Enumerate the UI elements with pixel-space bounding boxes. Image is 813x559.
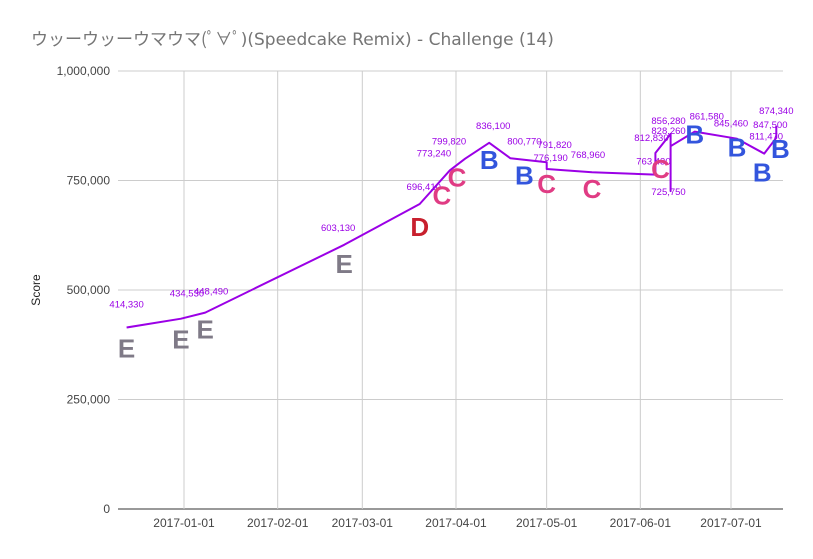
data-label: 861,580 [690,112,724,123]
y-tick-label: 0 [103,502,110,516]
grade-marker: B [753,158,772,188]
grade-marker: B [480,145,499,175]
grade-marker: C [448,163,467,193]
x-tick-label: 2017-01-01 [153,516,215,530]
grade-marker: B [685,120,704,150]
x-tick-label: 2017-02-01 [247,516,309,530]
grade-marker: B [515,160,534,190]
x-tick-label: 2017-07-01 [700,516,762,530]
grade-marker: C [433,180,452,210]
grade-marker: B [728,133,747,163]
grade-marker: B [771,134,790,164]
series-line [126,126,778,329]
y-tick-label: 1,000,000 [57,64,111,78]
grade-marker: E [196,315,213,345]
data-label: 812,830 [634,133,668,144]
data-label: 773,240 [417,148,451,159]
data-label: 434,530 [170,289,204,300]
grade-marker: E [172,325,189,355]
grade-marker: C [583,174,602,204]
chart-title: ウッーウッーウマウマ(ﾟ∀ﾟ)(Speedcake Remix) - Chall… [31,30,554,50]
y-axis-title: Score [29,274,43,306]
data-label: 414,330 [109,300,143,311]
data-label: 845,460 [714,119,748,130]
x-tick-label: 2017-04-01 [425,516,487,530]
data-label: 856,280 [651,116,685,127]
data-label: 874,340 [759,106,793,117]
data-label: 763,430 [636,157,670,168]
grade-marker: D [410,212,429,242]
data-label: 836,100 [476,121,510,132]
y-tick-label: 250,000 [67,393,111,407]
data-label: 800,770 [507,136,541,147]
data-label: 725,750 [651,187,685,198]
data-label: 799,820 [432,137,466,148]
data-label: 791,820 [537,140,571,151]
y-tick-label: 500,000 [67,283,111,297]
data-label: 448,490 [194,287,228,298]
data-label: 811,470 [749,132,783,143]
data-label: 696,410 [407,182,441,193]
data-label: 603,130 [321,223,355,234]
grade-marker: E [118,334,135,364]
grade-marker: E [335,249,352,279]
grade-marker: C [537,169,556,199]
data-label: 768,960 [571,150,605,161]
data-label: 847,500 [753,120,787,131]
data-label: 776,190 [533,153,567,164]
grade-marker: C [651,154,670,184]
x-tick-label: 2017-03-01 [332,516,394,530]
x-tick-label: 2017-05-01 [516,516,578,530]
x-tick-label: 2017-06-01 [610,516,672,530]
y-tick-label: 750,000 [67,174,111,188]
data-label: 828,260 [651,126,685,137]
